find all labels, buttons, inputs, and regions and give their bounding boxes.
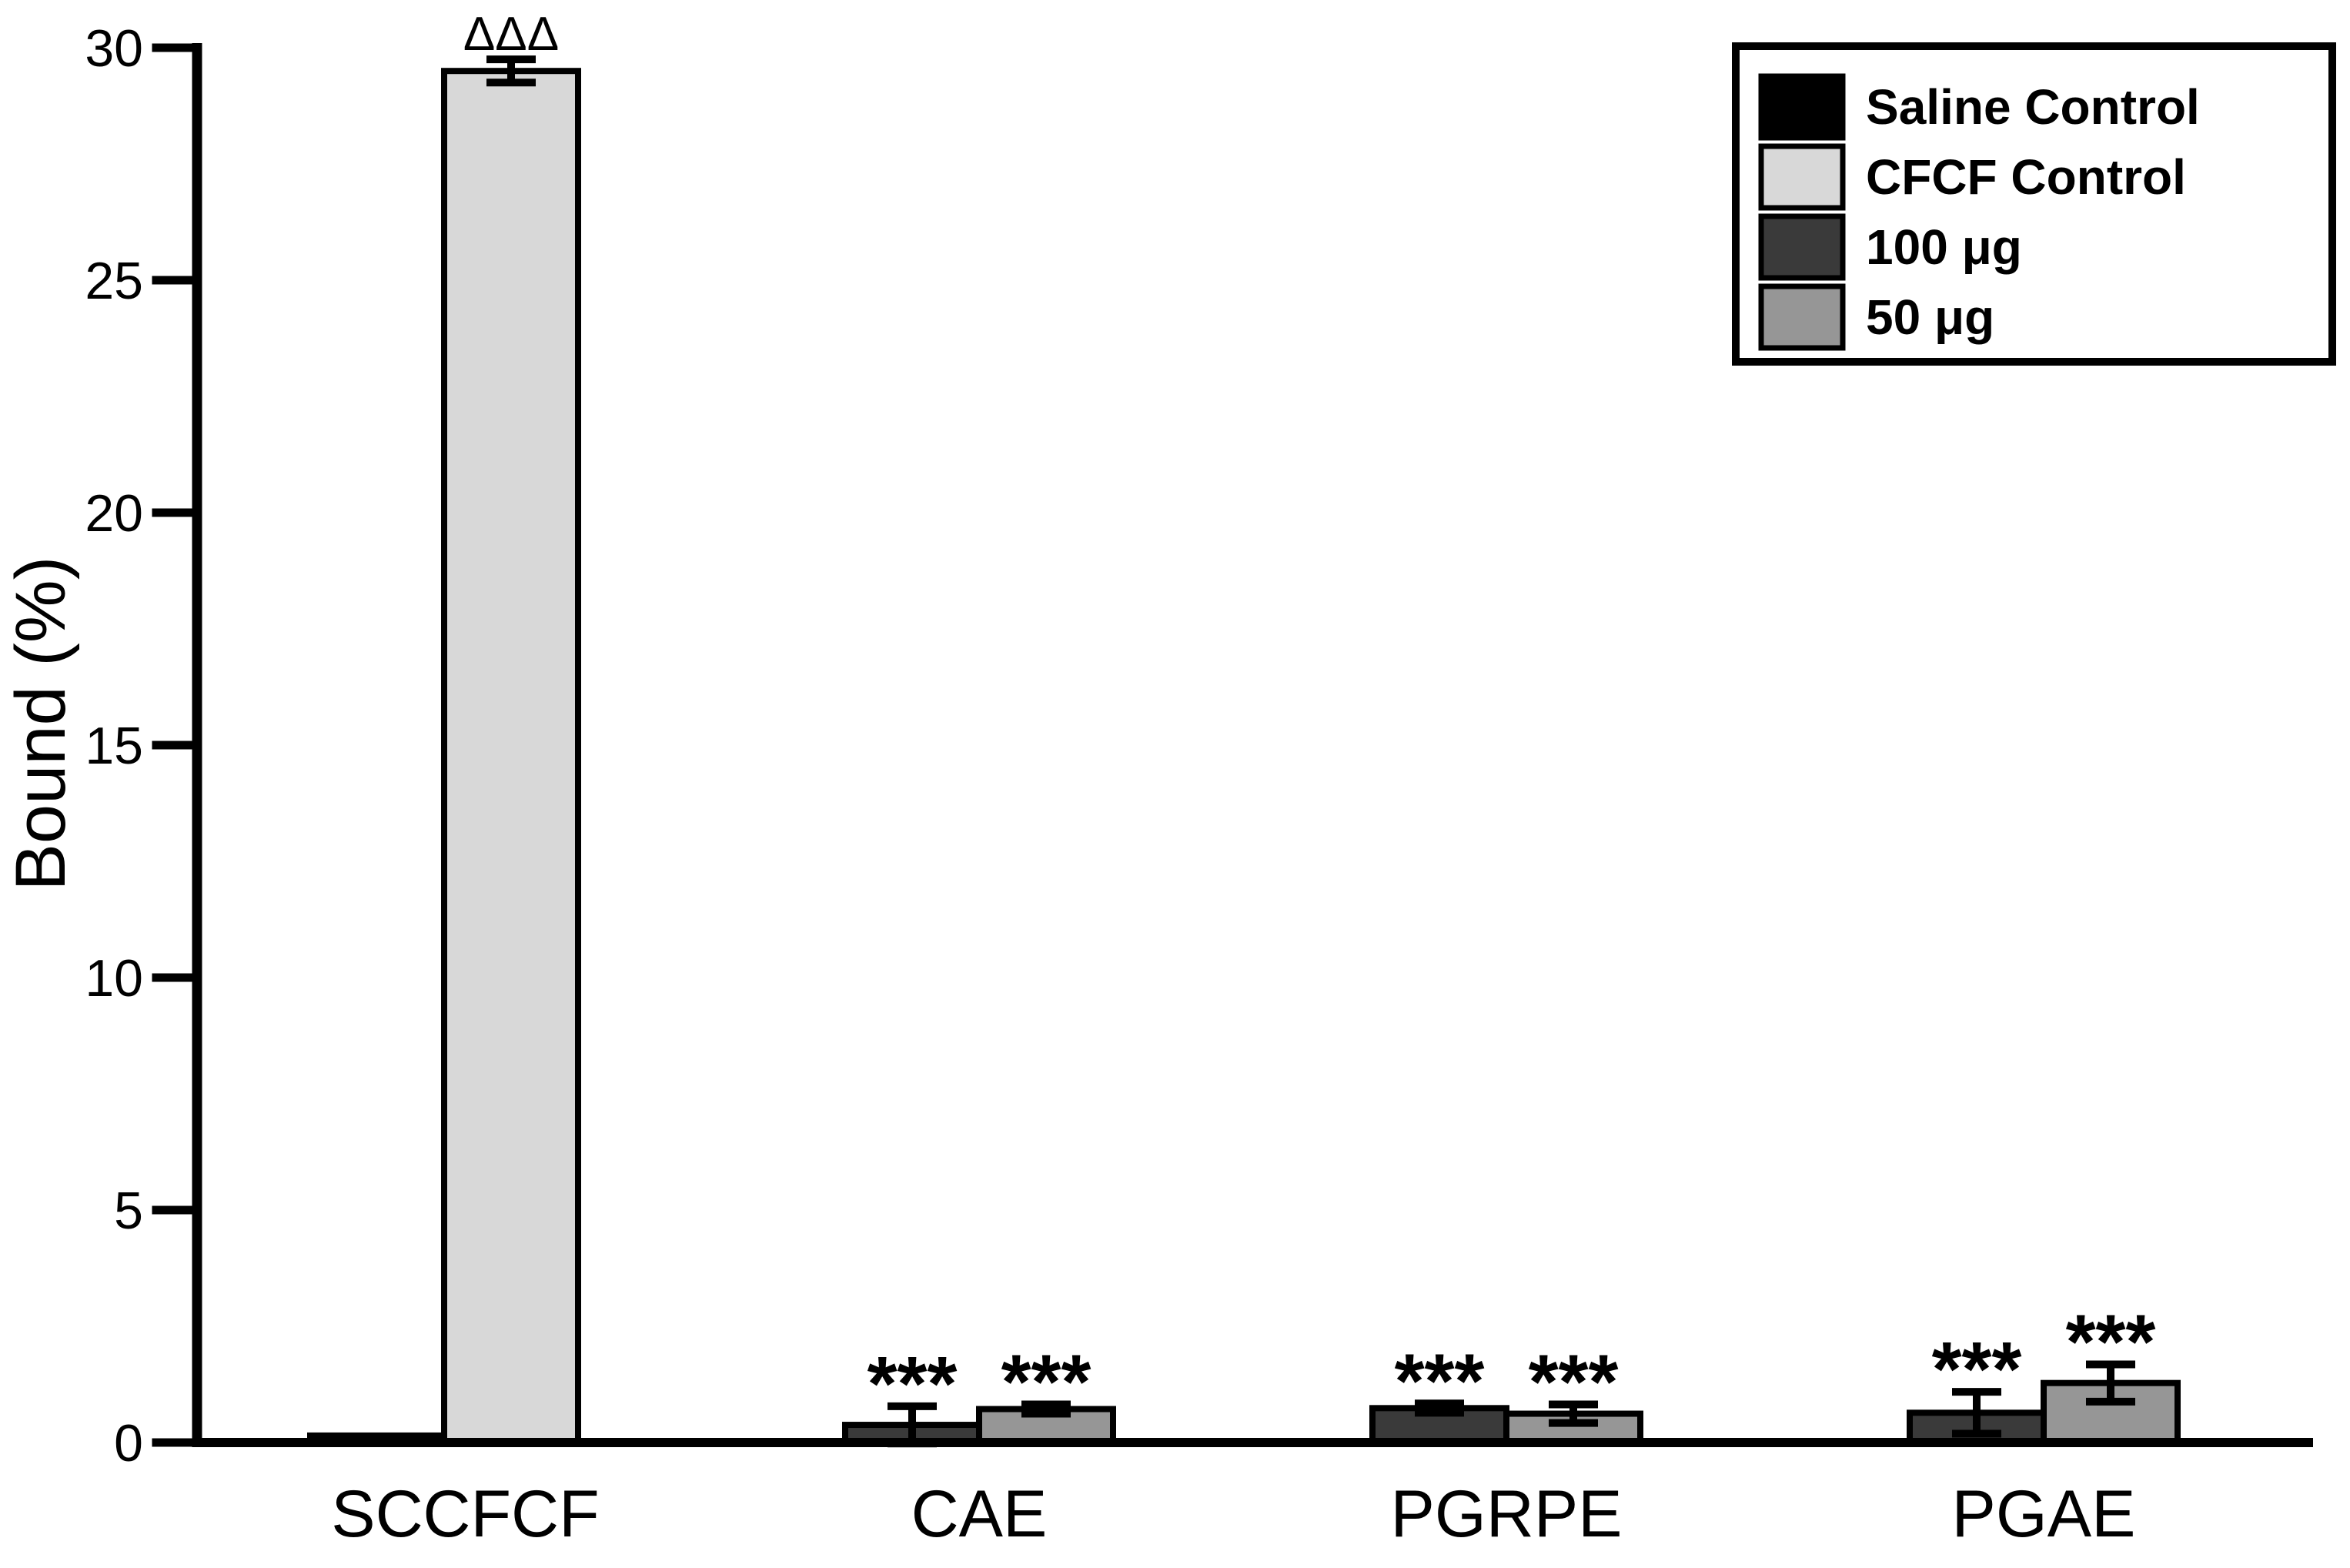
- significance-stars-PGAE-2: ***: [2066, 1299, 2156, 1386]
- legend-swatch-2: [1758, 143, 1846, 211]
- x-axis-label-PGAE: PGAE: [1952, 1477, 2136, 1551]
- legend-swatch-1: [1758, 73, 1846, 141]
- legend-swatch-3: [1758, 213, 1846, 281]
- x-axis-label-CFCF: CFCF: [423, 1477, 599, 1551]
- significance-deltas-CFCF: ΔΔΔ: [463, 8, 559, 61]
- significance-stars-CAE-2: ***: [1001, 1339, 1091, 1425]
- legend-label-3: 100 μg: [1866, 219, 2022, 275]
- x-axis-label-CAE: CAE: [911, 1477, 1048, 1551]
- legend-swatch-4: [1758, 283, 1846, 351]
- bar-CFCF-1: [441, 68, 581, 1446]
- legend-label-1: Saline Control: [1866, 79, 2200, 135]
- y-tick-label-20: 20: [85, 484, 143, 543]
- y-axis-title: Bound (%): [2, 557, 80, 891]
- y-tick-label-15: 15: [85, 717, 143, 775]
- y-tick-label-10: 10: [85, 949, 143, 1008]
- legend-label-2: CFCF Control: [1866, 149, 2186, 205]
- significance-stars-PGRPE-1: ***: [1395, 1338, 1485, 1424]
- legend-label-4: 50 μg: [1866, 289, 1994, 345]
- significance-stars-PGAE-1: ***: [1932, 1326, 2022, 1413]
- y-tick-label-0: 0: [114, 1414, 143, 1473]
- significance-stars-PGRPE-2: ***: [1529, 1339, 1619, 1425]
- y-tick-label-25: 25: [85, 252, 143, 310]
- y-tick-label-5: 5: [114, 1182, 143, 1240]
- y-tick-label-30: 30: [85, 19, 143, 78]
- significance-stars-CAE-1: ***: [867, 1341, 958, 1427]
- x-axis-label-SC: SC: [331, 1477, 423, 1551]
- x-axis-label-PGRPE: PGRPE: [1390, 1477, 1622, 1551]
